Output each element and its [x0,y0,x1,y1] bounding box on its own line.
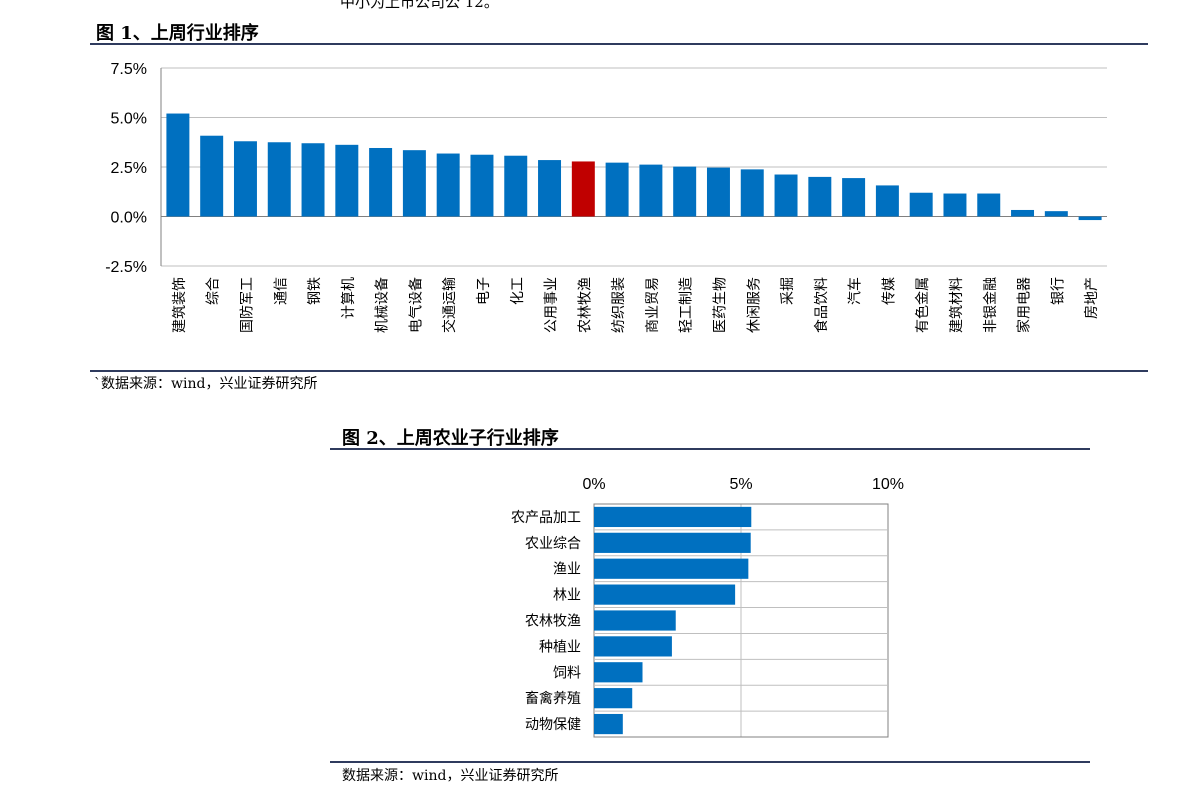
chart2-bar [594,610,676,631]
chart1-category-label: 化工 [510,277,526,305]
chart2-category-label: 林业 [553,588,581,604]
chart1-bar [605,162,629,217]
chart1-bar [842,178,866,217]
chart2-category-label: 农林牧渔 [525,614,581,630]
chart2-bar [594,688,633,709]
chart1-bar [267,142,291,217]
chart1-category-label: 电子 [476,277,492,305]
figure1-bottom-rule [90,370,1148,372]
chart1-y-tick-label: 7.5% [111,61,147,78]
chart1-bar [1011,209,1035,217]
chart1-bar [875,185,899,217]
chart1-bar [233,141,257,217]
chart1-category-label: 商业贸易 [645,277,661,333]
chart1-category-label: 房地产 [1084,277,1100,319]
chart2-category-label: 畜禽养殖 [525,690,581,707]
chart1-category-label: 计算机 [341,277,357,319]
figure2-bottom-rule [330,761,1090,763]
figure2-title: 图 2、上周农业子行业排序 [342,428,559,449]
chart1-bar [774,174,798,217]
chart1-category-label: 电气设备 [407,277,424,333]
chart1-category-label: 公用事业 [544,277,560,333]
chart1-y-tick-label: 2.5% [111,160,147,177]
chart1-bar [470,154,494,217]
chart1-y-tick-label: 0.0% [111,210,147,227]
figure1-source: `数据来源：wind，兴业证券研究所 [94,376,318,392]
chart1-category-label: 建筑材料 [949,277,965,333]
chart1-category-label: 钢铁 [307,277,323,305]
figure2-top-rule [330,448,1090,450]
chart1-y-tick-label: 5.0% [111,111,147,128]
chart1-category-label: 食品饮料 [813,277,830,333]
chart2-x-tick-label: 5% [729,476,752,493]
chart1-bar [200,135,224,217]
chart1-category-label: 国防军工 [239,277,255,333]
chart2-bar [594,532,751,553]
chart1-bar [436,153,460,217]
chart1-bar [909,192,933,217]
chart1-category-label: 非银金融 [983,277,999,333]
chart1-y-tick-label: -2.5% [105,259,147,276]
figure1-title: 图 1、上周行业排序 [96,23,259,44]
chart2-category-label: 动物保健 [525,717,581,733]
chart1-category-label: 农林牧渔 [577,277,593,333]
chart1-bar [402,150,426,217]
chart2-category-label: 种植业 [539,639,581,655]
chart1-category-label: 建筑装饰 [172,277,188,333]
figure2-source: 数据来源：wind，兴业证券研究所 [342,768,559,784]
chart2-bar [594,558,749,579]
chart2-x-tick-label: 10% [872,476,904,493]
chart1-bar [977,193,1001,217]
chart1-bar [808,176,832,217]
chart1-category-label: 传媒 [881,277,897,305]
header-fragment: 中小为上市公司公 12。 [340,0,499,11]
chart1-bar [1044,211,1068,217]
figure1-top-rule [90,43,1148,45]
chart1-category-label: 交通运输 [441,277,458,333]
chart2-category-label: 饲料 [553,665,581,681]
chart1-category-label: 纺织服装 [611,277,627,333]
chart1-category-label: 休闲服务 [746,277,762,333]
chart1-category-label: 汽车 [847,277,864,305]
chart1-bar [369,147,393,217]
chart1-bar [639,164,663,217]
chart1-category-label: 采掘 [780,277,796,305]
chart1-category-label: 综合 [206,277,222,305]
chart1-category-label: 轻工制造 [679,277,695,333]
chart2-bar [594,713,623,735]
chart1-category-label: 家用电器 [1016,277,1033,333]
chart2-category-label: 农业综合 [525,536,581,552]
chart1-bar [166,113,190,217]
chart1-category-label: 机械设备 [374,277,391,333]
chart2-category-label: 渔业 [553,562,581,578]
chart1-bar [301,143,325,217]
chart2-category-label: 农产品加工 [511,510,581,526]
chart1-bar [1078,216,1102,221]
chart1-bar [504,155,528,217]
chart2-bar [594,506,752,528]
chart1-bar [943,193,967,217]
chart2-x-tick-label: 0% [582,476,605,493]
chart2-bar [594,662,643,683]
chart1-category-label: 医药生物 [712,277,728,333]
chart1-bar [740,169,764,217]
chart1-bar [335,144,359,217]
chart1-bar [673,166,697,217]
chart1-bar [538,160,562,217]
chart2-bar [594,584,736,605]
chart1-bar [571,161,595,217]
chart1-category-label: 通信 [273,277,289,305]
chart2-bar [594,636,672,657]
chart1-category-label: 有色金属 [914,277,931,333]
chart1-category-label: 银行 [1050,277,1066,305]
chart1-bar [706,167,730,217]
